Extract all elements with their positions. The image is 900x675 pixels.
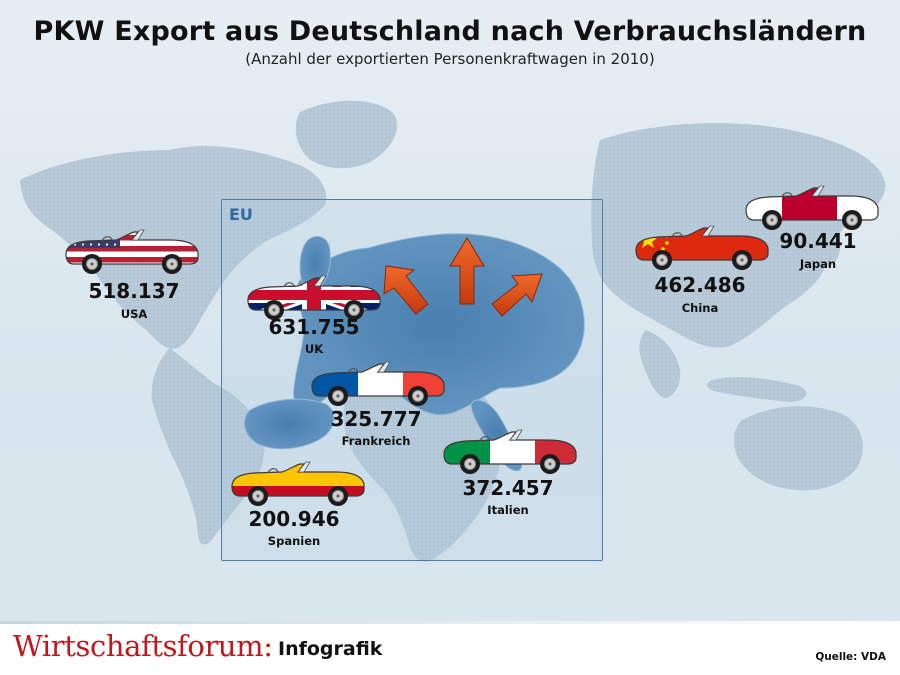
country-label-usa: USA (120, 307, 148, 321)
value-label-france: 325.777 (330, 407, 422, 431)
car-uk (247, 275, 381, 320)
continent-iberia (243, 398, 335, 450)
export-arrows (383, 237, 543, 317)
value-label-usa: 518.137 (88, 279, 180, 303)
continent-india (639, 330, 681, 398)
brand-name: Wirtschaftsforum: (13, 629, 273, 663)
car-china (635, 225, 769, 270)
arrow-up-icon (449, 237, 485, 305)
continent-greenland (295, 100, 398, 169)
continent-europe (293, 233, 585, 416)
continent-australia (733, 406, 863, 491)
continent-africa (343, 375, 502, 562)
country-label-france: Frankreich (341, 434, 411, 448)
car-usa (65, 229, 199, 274)
continent-japan (821, 235, 841, 268)
brand-subtitle: Infografik (278, 638, 383, 660)
chart-subtitle: (Anzahl der exportierten Personenkraftwa… (245, 50, 655, 68)
country-label-italy: Italien (487, 503, 529, 517)
country-label-uk: UK (304, 342, 324, 356)
chart-title: PKW Export aus Deutschland nach Verbrauc… (33, 16, 867, 47)
car-japan (745, 185, 879, 230)
car-france (311, 361, 445, 406)
car-spain (231, 461, 365, 506)
footer (0, 621, 900, 675)
arrow-left-icon (383, 265, 429, 315)
value-label-china: 462.486 (654, 273, 746, 297)
eu-label: EU (229, 205, 253, 224)
source-note: Quelle: VDA (815, 651, 886, 663)
country-label-spain: Spanien (267, 534, 321, 548)
value-label-uk: 631.755 (268, 315, 360, 339)
country-label-japan: Japan (799, 257, 837, 271)
country-label-china: China (681, 301, 719, 315)
arrow-right-icon (491, 273, 543, 317)
value-label-japan: 90.441 (779, 229, 857, 253)
car-italy (443, 429, 577, 474)
continent-asia (591, 122, 886, 348)
value-label-spain: 200.946 (248, 507, 340, 531)
value-label-italy: 372.457 (462, 476, 554, 500)
continent-indonesia (707, 377, 807, 402)
